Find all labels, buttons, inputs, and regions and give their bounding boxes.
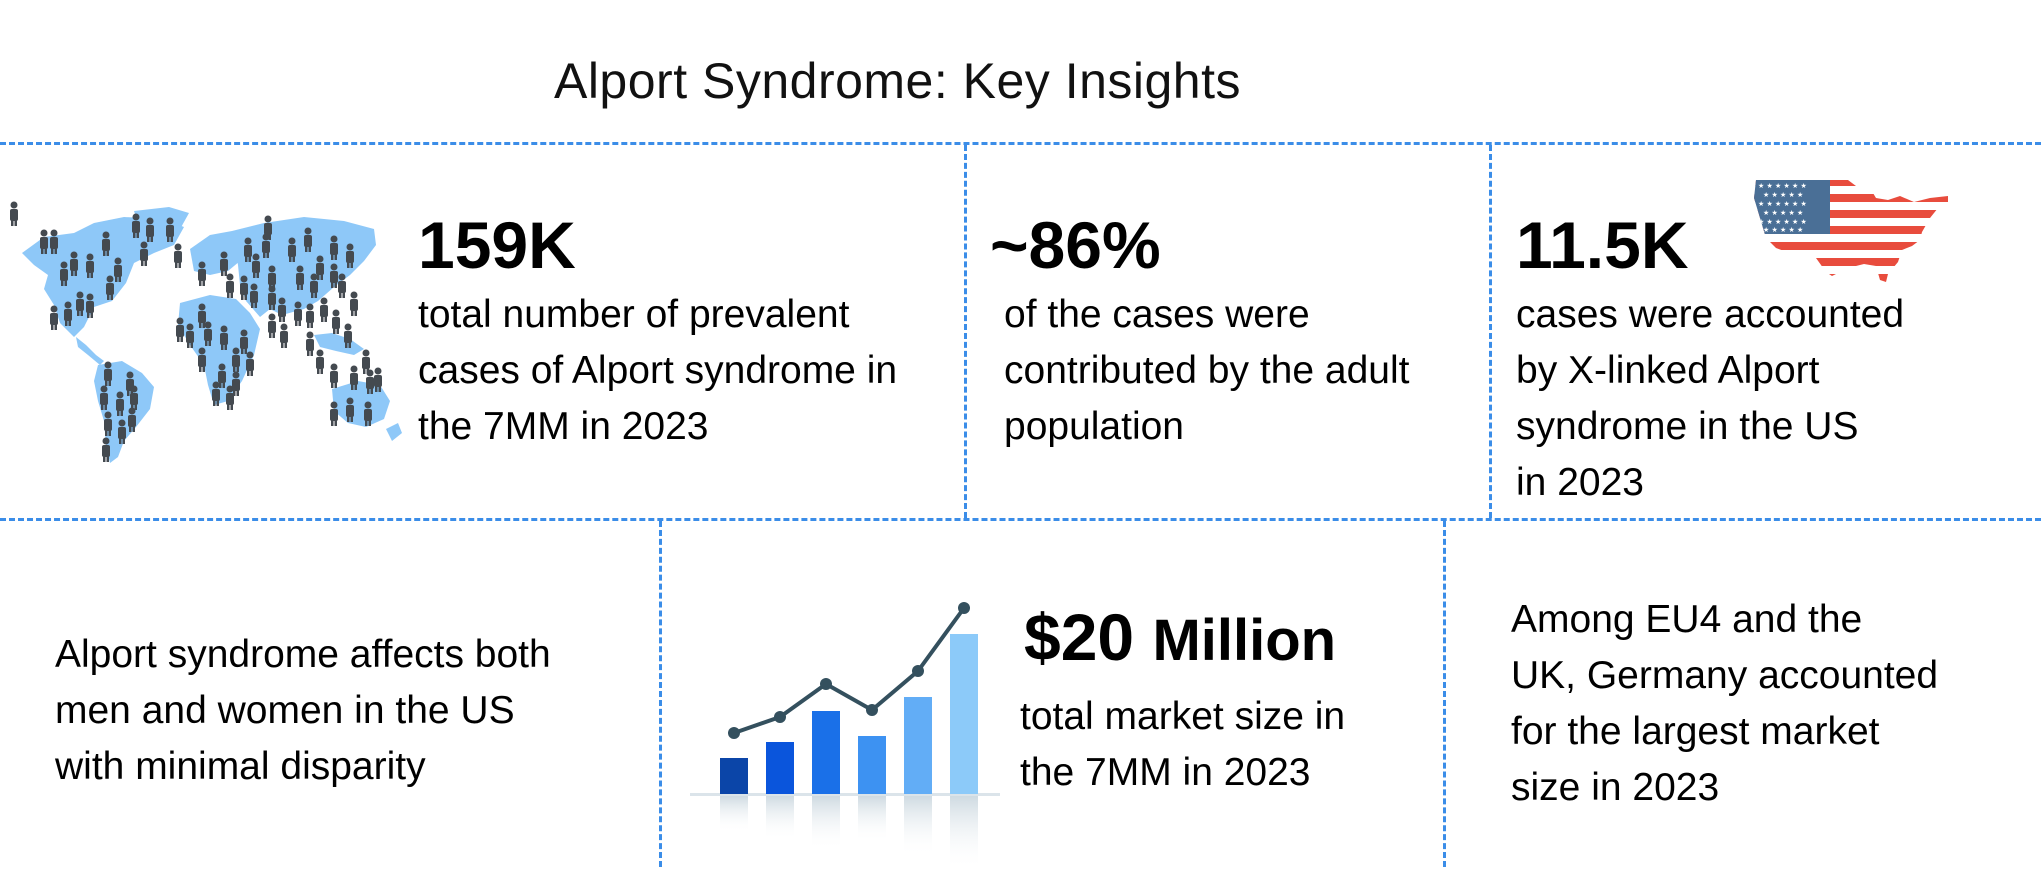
stat-value: 159K (418, 208, 576, 282)
svg-text:★ ★ ★ ★ ★: ★ ★ ★ ★ ★ (1763, 209, 1803, 217)
insight-text: Among EU4 and the UK, Germany accounted … (1511, 598, 1939, 809)
stat-description: total market size in the 7MM in 2023 (1020, 695, 1346, 794)
insight-text: Alport syndrome affects both men and wom… (55, 633, 551, 788)
stat-value: $20 Million (1024, 600, 1337, 674)
stat-description: cases were accounted by X-linked Alport … (1516, 293, 1905, 504)
page-title: Alport Syndrome: Key Insights (553, 53, 1242, 109)
divider-middle (0, 518, 2041, 521)
svg-text:★ ★ ★ ★ ★: ★ ★ ★ ★ ★ (1763, 191, 1803, 199)
svg-text:★ ★ ★ ★ ★ ★: ★ ★ ★ ★ ★ ★ (1758, 200, 1807, 208)
divider-top (0, 142, 2041, 145)
divider-bottom-2 (1443, 521, 1446, 867)
divider-top-2 (1489, 145, 1492, 518)
stat-value: 11.5K (1516, 208, 1689, 282)
divider-top-1 (964, 145, 967, 518)
us-flag-map-icon: ★ ★ ★ ★ ★ ★ ★ ★ ★ ★ ★ ★ ★ ★ ★ ★ ★ ★ ★ ★ … (1754, 180, 1948, 282)
stat-description: of the cases were contributed by the adu… (1004, 293, 1410, 448)
svg-text:★ ★ ★ ★ ★: ★ ★ ★ ★ ★ (1763, 226, 1803, 234)
divider-bottom-1 (659, 521, 662, 867)
stat-value: ~86% (990, 208, 1161, 282)
svg-text:★ ★ ★ ★ ★ ★: ★ ★ ★ ★ ★ ★ (1758, 218, 1807, 226)
svg-text:★ ★ ★ ★ ★ ★: ★ ★ ★ ★ ★ ★ (1758, 182, 1807, 190)
stat-description: total number of prevalent cases of Alpor… (418, 293, 898, 448)
world-map-people-icon (10, 201, 402, 463)
growth-bar-chart-icon (690, 602, 1000, 870)
people-icons (10, 201, 382, 462)
